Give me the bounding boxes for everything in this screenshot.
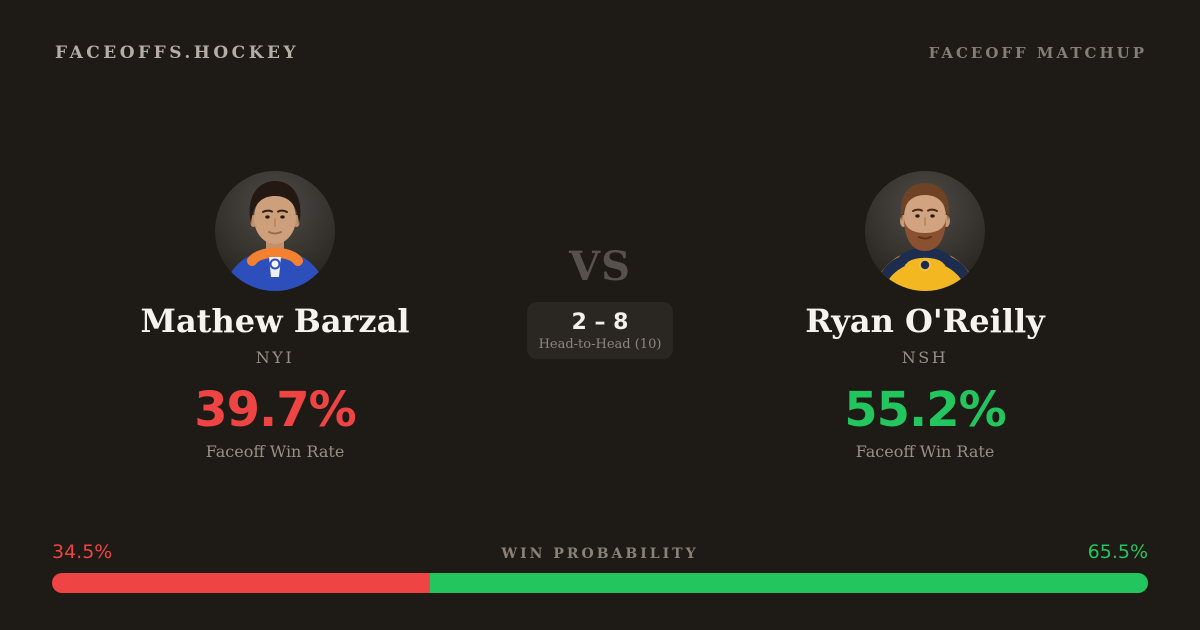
vs-label: VS [569,243,631,290]
site-brand: FACEOFFS.HOCKEY [55,43,300,63]
player-winrate-right: 55.2% [844,382,1007,439]
win-probability-right-value: 65.5% [1087,541,1148,563]
head-to-head-box: 2 – 8 Head-to-Head (10) [527,302,673,359]
win-probability-left-value: 34.5% [52,541,113,563]
win-probability-bar-right-segment [430,573,1148,593]
head-to-head-label: Head-to-Head (10) [538,337,662,353]
player-avatar-right [865,171,985,291]
win-probability-title: WIN PROBABILITY [501,546,699,562]
player-name-left: Mathew Barzal [140,302,410,340]
win-probability-bar [52,573,1148,593]
player-team-left: NYI [255,348,295,368]
player-card-left: Mathew Barzal NYI 39.7% Faceoff Win Rate [55,171,495,461]
player-card-right: Ryan O'Reilly NSH 55.2% Faceoff Win Rate [705,171,1145,461]
player-team-right: NSH [901,348,949,368]
page-label: FACEOFF MATCHUP [928,44,1147,62]
win-probability-labels: 34.5% WIN PROBABILITY 65.5% [52,541,1148,563]
header: FACEOFFS.HOCKEY FACEOFF MATCHUP [55,43,1147,63]
player-winrate-label-right: Faceoff Win Rate [855,442,995,462]
player-name-right: Ryan O'Reilly [805,302,1045,340]
win-probability-section: 34.5% WIN PROBABILITY 65.5% [52,541,1148,593]
head-to-head-score: 2 – 8 [571,310,629,335]
player-avatar-left [215,171,335,291]
player-winrate-label-left: Faceoff Win Rate [205,442,345,462]
player-winrate-left: 39.7% [194,382,357,439]
win-probability-bar-left-segment [52,573,431,593]
